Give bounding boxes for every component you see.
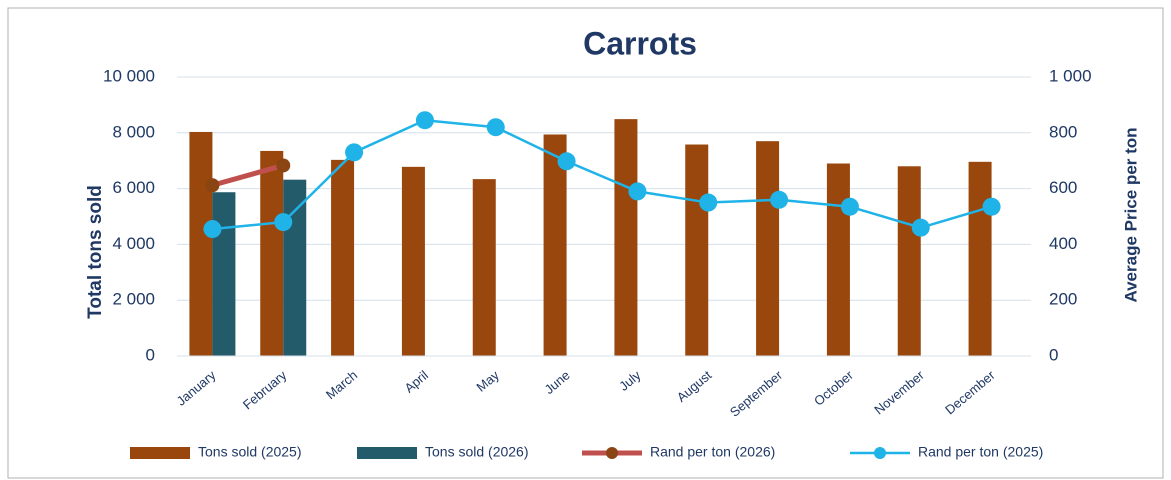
- bar: [756, 141, 780, 356]
- line-marker: [628, 182, 647, 201]
- y-axis-title: Total tons sold: [85, 185, 106, 319]
- bar: [401, 166, 425, 356]
- line-marker: [982, 197, 1001, 216]
- line: [212, 118, 992, 231]
- line-marker: [840, 197, 859, 216]
- line-marker: [203, 220, 222, 239]
- y2-tick-label: 200: [1049, 290, 1077, 309]
- y2-tick-label: 800: [1049, 122, 1077, 141]
- bar: [472, 179, 496, 356]
- y2-axis-title: Average Price per ton: [1121, 127, 1140, 302]
- bar: [543, 134, 567, 356]
- bar: [614, 119, 638, 356]
- bar: [189, 131, 213, 356]
- line-marker: [205, 178, 220, 193]
- line-marker: [911, 218, 930, 237]
- y-tick-label: 6 000: [112, 178, 155, 197]
- line-marker: [274, 213, 293, 232]
- line-marker: [557, 152, 576, 171]
- legend-swatch: [357, 447, 417, 459]
- bar: [260, 150, 284, 356]
- y-tick-label: 0: [146, 345, 155, 364]
- line-marker: [770, 190, 789, 209]
- chart-title: Carrots: [583, 25, 697, 61]
- bar: [331, 159, 355, 356]
- legend-swatch: [130, 447, 190, 459]
- bar: [968, 161, 992, 356]
- legend-label: Tons sold (2025): [198, 444, 302, 460]
- y2-tick-label: 1 000: [1049, 66, 1092, 85]
- y-tick-label: 8 000: [112, 122, 155, 141]
- y-tick-label: 10 000: [103, 66, 155, 85]
- legend-label: Rand per ton (2026): [650, 444, 775, 460]
- line-marker: [345, 143, 364, 162]
- line-marker: [486, 118, 505, 137]
- y-tick-label: 2 000: [112, 290, 155, 309]
- y2-tick-label: 600: [1049, 178, 1077, 197]
- line-marker: [276, 158, 291, 173]
- legend-label: Tons sold (2026): [425, 444, 529, 460]
- bar: [283, 179, 307, 356]
- line-marker: [699, 193, 718, 212]
- legend-label: Rand per ton (2025): [918, 444, 1043, 460]
- y2-tick-label: 0: [1049, 345, 1058, 364]
- bar: [826, 163, 850, 356]
- y-tick-label: 4 000: [112, 234, 155, 253]
- line: [211, 163, 284, 188]
- bar: [212, 192, 236, 356]
- legend-marker: [874, 447, 886, 459]
- legend-marker: [606, 447, 618, 459]
- bar: [685, 144, 709, 356]
- y2-tick-label: 400: [1049, 234, 1077, 253]
- line-marker: [415, 111, 434, 130]
- bar: [897, 166, 921, 356]
